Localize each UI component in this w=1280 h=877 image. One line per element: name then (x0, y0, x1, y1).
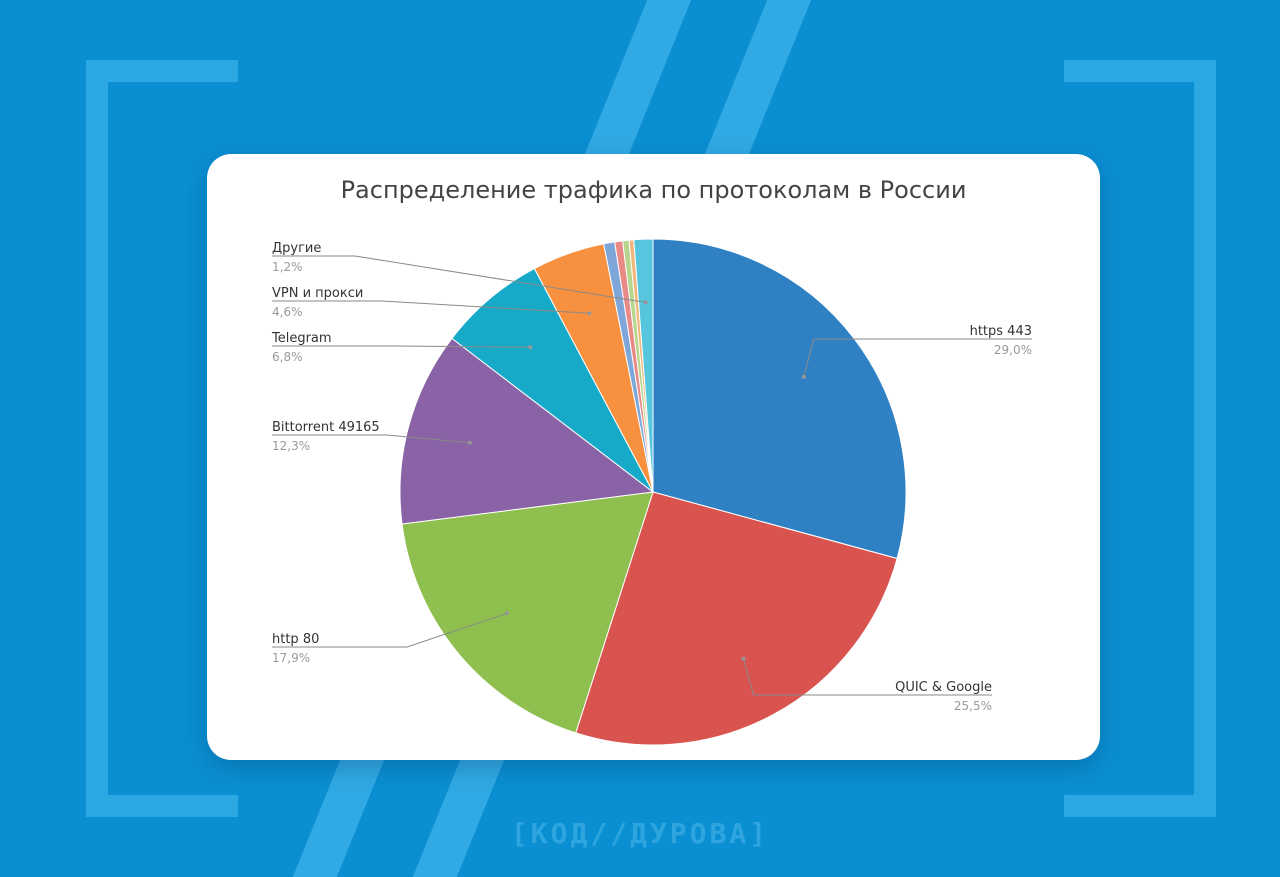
slice-label: http 80 (272, 632, 319, 647)
slice-label: QUIC & Google (895, 680, 992, 695)
slice-value-label: 12,3% (272, 439, 310, 453)
slice-label: VPN и прокси (272, 286, 363, 301)
slice-value-label: 4,6% (272, 305, 303, 319)
slice-value-label: 25,5% (954, 699, 992, 713)
slice-value-label: 29,0% (994, 343, 1032, 357)
pie-slice (451, 267, 654, 493)
chart-card: Распределение трафика по протоколам в Ро… (207, 154, 1100, 760)
left-bracket-decoration (86, 60, 238, 817)
slice-label: Telegram (271, 331, 332, 346)
pie-slice (399, 337, 655, 525)
pie-slice (401, 491, 654, 734)
slice-label: https 443 (970, 324, 1032, 339)
pie-slice (652, 238, 907, 560)
pie-chart: https 443 29,0% QUIC & Google 25,5% http 80 1… (271, 238, 1032, 746)
leader-line (272, 255, 646, 303)
leader-line (272, 434, 470, 444)
pie-slice (575, 491, 898, 746)
slice-label: Bittorrent 49165 (272, 420, 380, 435)
slice-value-label: 1,2% (272, 260, 303, 274)
leader-line (272, 612, 508, 648)
pie-slice (633, 238, 654, 493)
leader-dot (643, 300, 648, 305)
slice-label: Другие (272, 241, 321, 256)
leader-line (803, 338, 1032, 377)
slice-value-label: 6,8% (272, 350, 303, 364)
brand-logo: [КОД//ДУРОВА] (510, 817, 770, 850)
chart-title: Распределение трафика по протоколам в Ро… (340, 176, 967, 204)
right-bracket-decoration (1064, 60, 1216, 817)
slice-value-label: 17,9% (272, 651, 310, 665)
leader-line (272, 300, 590, 314)
leader-dot (587, 311, 592, 316)
leader-line (743, 658, 992, 696)
leader-line (272, 345, 531, 348)
